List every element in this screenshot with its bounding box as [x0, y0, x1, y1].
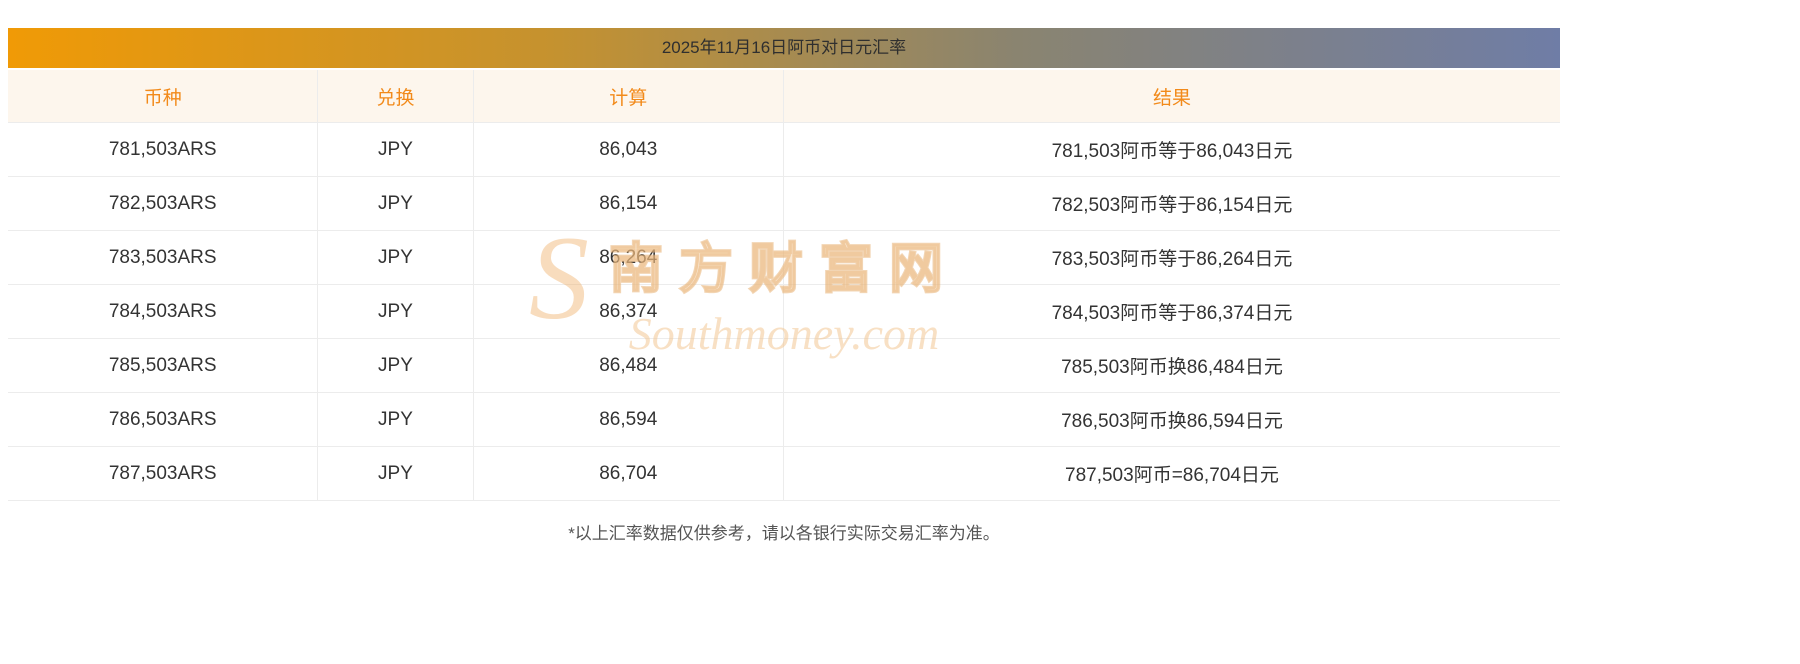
cell-calculation: 86,374 — [474, 285, 784, 338]
column-header-calculation: 计算 — [474, 70, 784, 122]
exchange-rate-table: 币种 兑换 计算 结果 781,503ARS JPY 86,043 781,50… — [8, 70, 1560, 501]
table-header-row: 币种 兑换 计算 结果 — [8, 70, 1560, 123]
table-row: 781,503ARS JPY 86,043 781,503阿币等于86,043日… — [8, 123, 1560, 177]
cell-exchange: JPY — [318, 123, 474, 176]
cell-result: 782,503阿币等于86,154日元 — [1051, 195, 1293, 216]
exchange-rate-page: 2025年11月16日阿币对日元汇率 币种 兑换 计算 结果 781,503AR… — [8, 28, 1560, 544]
cell-currency: 781,503ARS — [8, 123, 319, 176]
cell-currency: 786,503ARS — [8, 393, 319, 446]
table-row: 783,503ARS JPY 86,264 783,503阿币等于86,264日… — [8, 231, 1560, 285]
cell-exchange: JPY — [318, 285, 474, 338]
page-title: 2025年11月16日阿币对日元汇率 — [8, 28, 1560, 68]
table-row: 784,503ARS JPY 86,374 784,503阿币等于86,374日… — [8, 285, 1560, 339]
cell-exchange: JPY — [318, 177, 474, 230]
cell-currency: 782,503ARS — [8, 177, 319, 230]
cell-currency: 784,503ARS — [8, 285, 319, 338]
column-header-result: 结果 — [1152, 87, 1191, 109]
table-row: 787,503ARS JPY 86,704 787,503阿币=86,704日元 — [8, 447, 1560, 501]
cell-result: 781,503阿币等于86,043日元 — [1051, 141, 1293, 162]
cell-calculation: 86,264 — [474, 231, 784, 284]
cell-exchange: JPY — [318, 447, 474, 500]
cell-exchange: JPY — [318, 339, 474, 392]
disclaimer-note: *以上汇率数据仅供参考，请以各银行实际交易汇率为准。 — [568, 524, 1000, 543]
cell-result: 785,503阿币换86,484日元 — [1061, 357, 1283, 378]
cell-result: 786,503阿币换86,594日元 — [1061, 411, 1283, 432]
cell-currency: 783,503ARS — [8, 231, 319, 284]
table-body: 781,503ARS JPY 86,043 781,503阿币等于86,043日… — [8, 123, 1560, 501]
cell-currency: 785,503ARS — [8, 339, 319, 392]
table-row: 782,503ARS JPY 86,154 782,503阿币等于86,154日… — [8, 177, 1560, 231]
cell-result: 787,503阿币=86,704日元 — [1065, 465, 1279, 486]
column-header-currency: 币种 — [8, 70, 319, 122]
cell-result: 783,503阿币等于86,264日元 — [1051, 249, 1293, 270]
cell-exchange: JPY — [318, 231, 474, 284]
cell-calculation: 86,484 — [474, 339, 784, 392]
column-header-exchange: 兑换 — [318, 70, 474, 122]
table-row: 786,503ARS JPY 86,594 786,503阿币换86,594日元 — [8, 393, 1560, 447]
cell-calculation: 86,594 — [474, 393, 784, 446]
cell-result: 784,503阿币等于86,374日元 — [1051, 303, 1293, 324]
cell-currency: 787,503ARS — [8, 447, 319, 500]
cell-exchange: JPY — [318, 393, 474, 446]
cell-calculation: 86,704 — [474, 447, 784, 500]
table-row: 785,503ARS JPY 86,484 785,503阿币换86,484日元 — [8, 339, 1560, 393]
cell-calculation: 86,154 — [474, 177, 784, 230]
cell-calculation: 86,043 — [474, 123, 784, 176]
